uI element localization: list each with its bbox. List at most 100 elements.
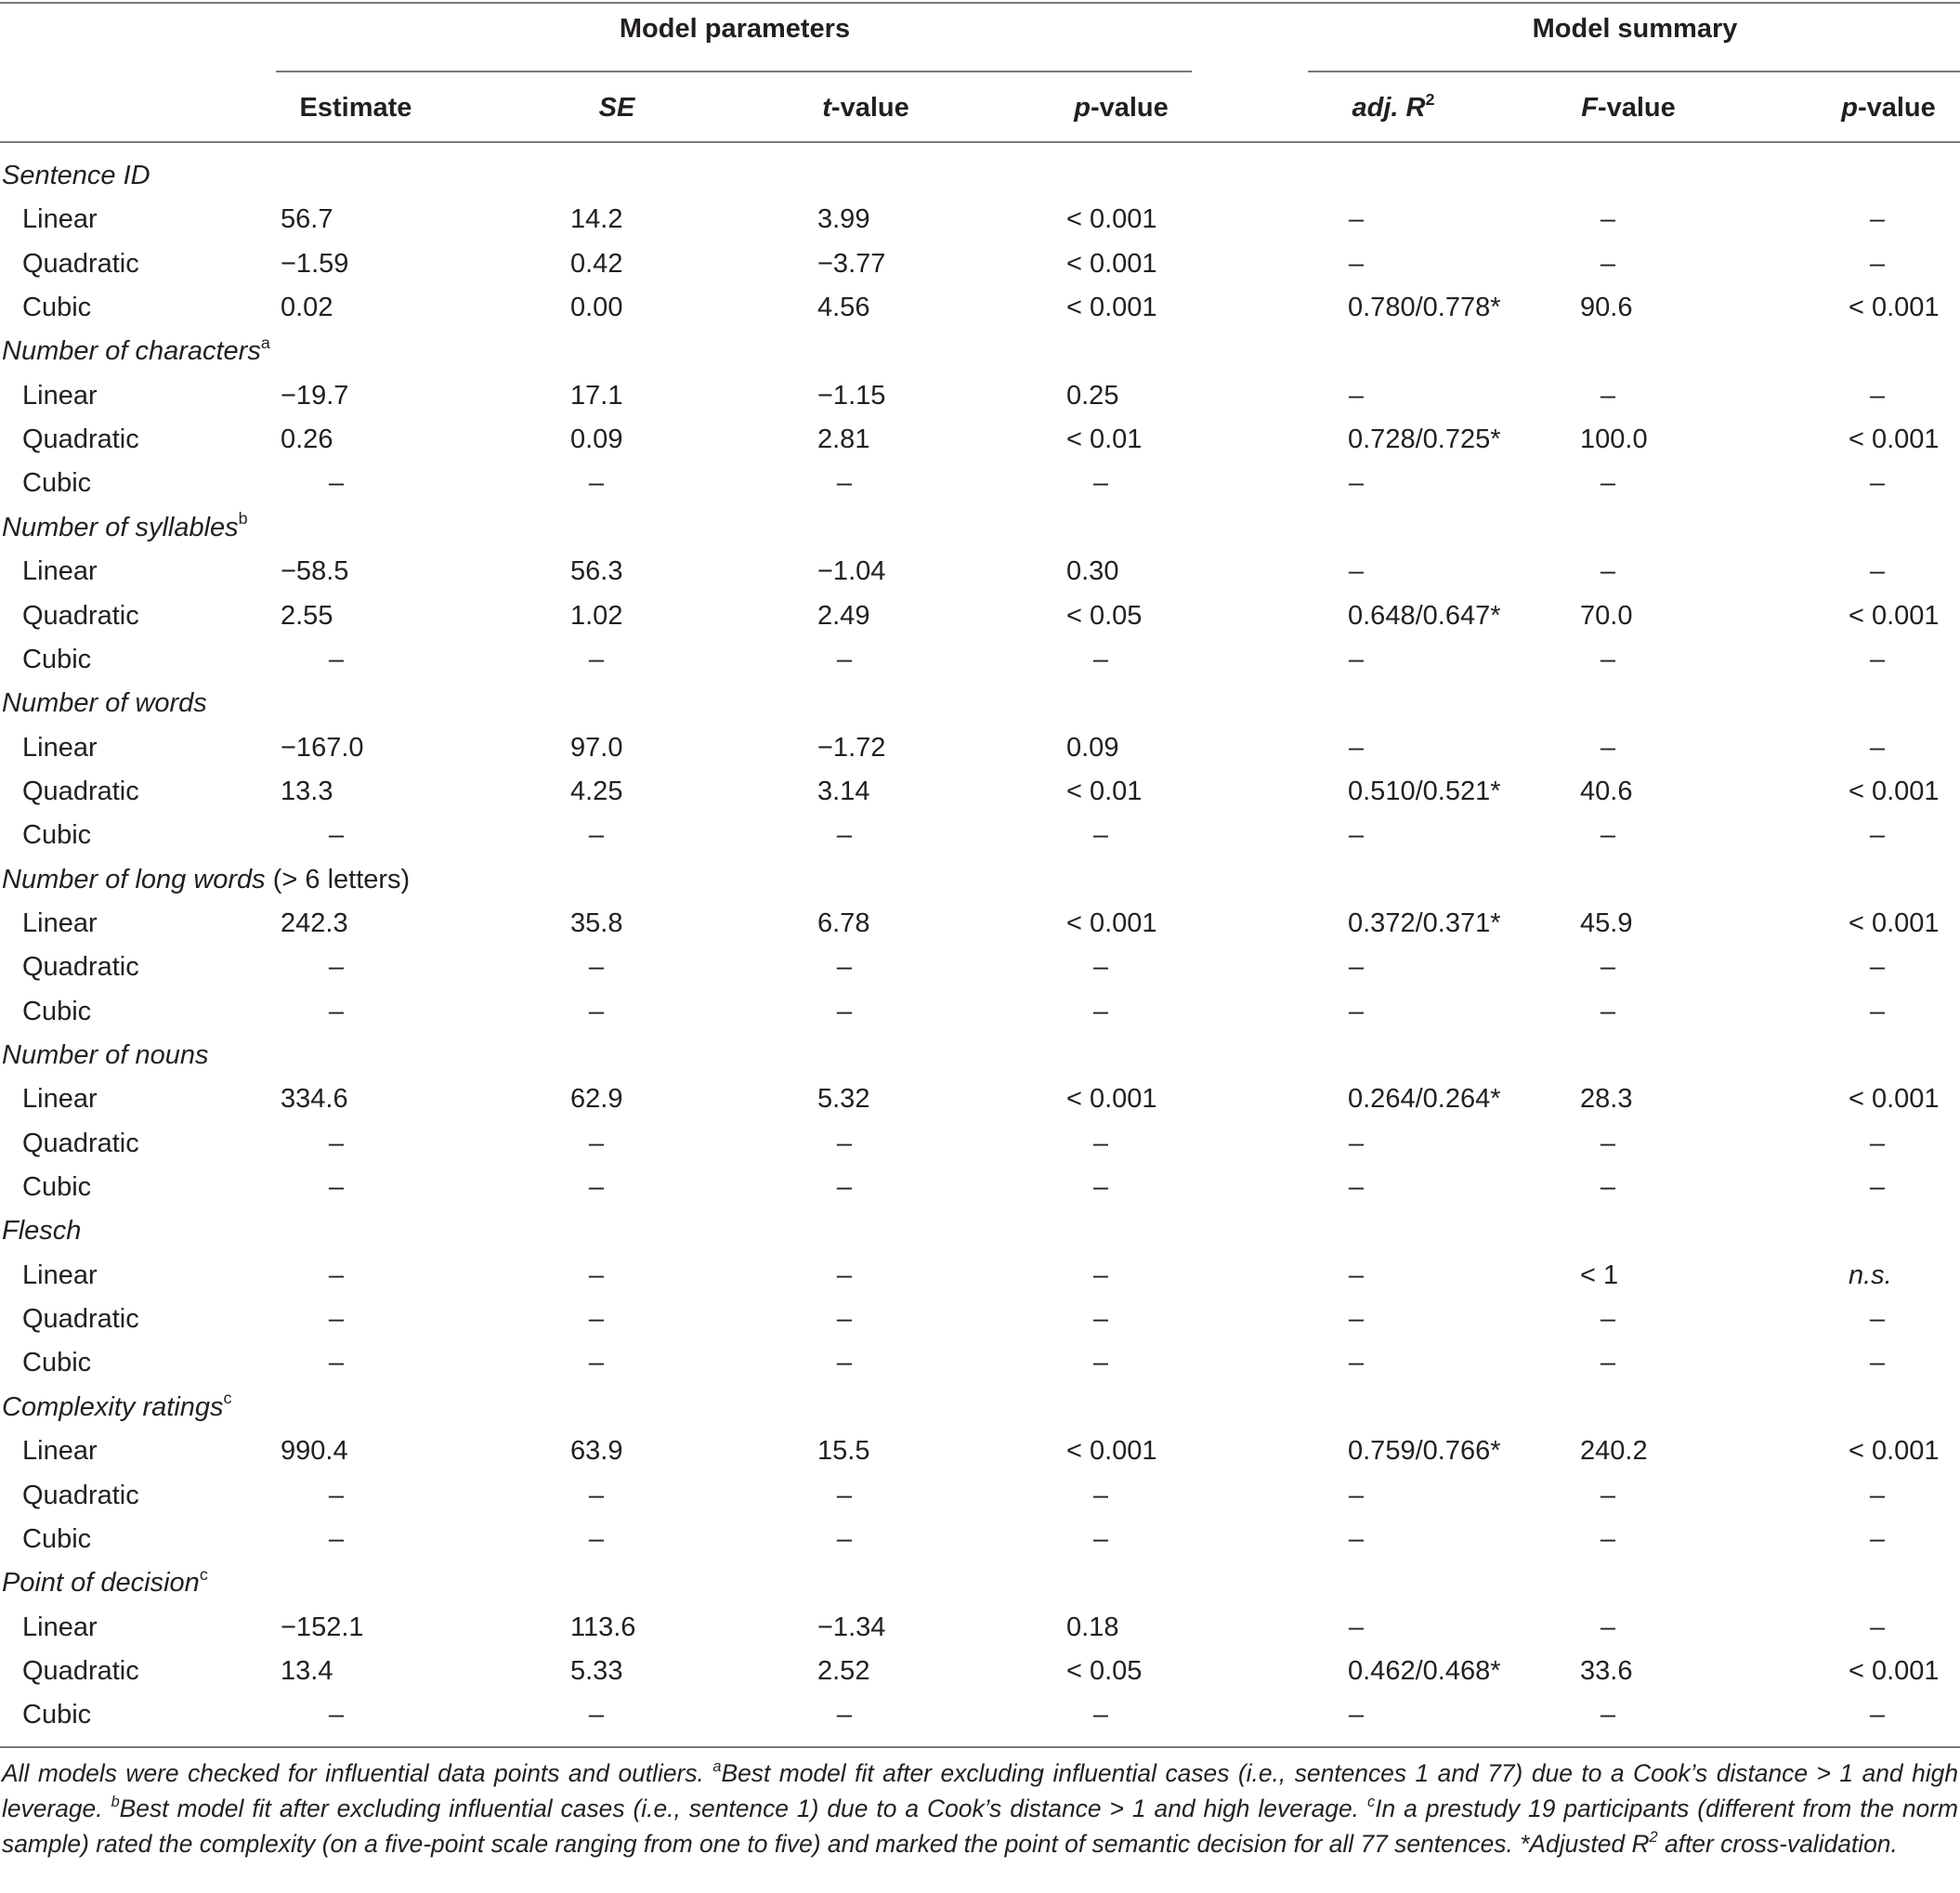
group-label: Point of decisionc: [2, 1566, 208, 1599]
cell-se: –: [588, 1304, 605, 1335]
cell-estimate: 13.4: [281, 1655, 333, 1686]
cell-summary-p-value: –: [1869, 1304, 1886, 1335]
cell-t-value: 2.49: [817, 600, 870, 631]
cell-se: 1.02: [570, 600, 623, 631]
cell-t-value: 15.5: [817, 1436, 870, 1467]
cell-se: 0.09: [570, 424, 623, 455]
column-header-f-value: F-value: [1581, 93, 1676, 123]
cell-se: 35.8: [570, 907, 623, 938]
row-term: Cubic: [22, 1172, 92, 1203]
cell-summary-p-value: –: [1869, 1128, 1886, 1158]
cell-adj-r2: 0.728/0.725*: [1348, 424, 1501, 455]
cell-summary-p-value: –: [1869, 1480, 1886, 1510]
row-term: Cubic: [22, 1700, 92, 1730]
group-label: Number of nouns: [2, 1039, 208, 1071]
group-label-text: Number of words: [2, 688, 207, 719]
cell-adj-r2: –: [1348, 996, 1365, 1026]
cell-summary-p-value: –: [1869, 644, 1886, 674]
cell-f-value: –: [1600, 468, 1616, 499]
group-label-text: Number of syllables: [2, 512, 239, 542]
group-label-text: Point of decision: [2, 1568, 200, 1599]
cell-p-value: < 0.001: [1066, 293, 1157, 323]
column-header-italic: p: [1074, 93, 1091, 123]
cell-f-value: 45.9: [1580, 907, 1633, 938]
cell-p-value: –: [1092, 1348, 1109, 1378]
cell-f-value: –: [1600, 952, 1616, 983]
column-header-adj-r2: adj. R2: [1352, 89, 1435, 124]
cell-f-value: 90.6: [1580, 293, 1633, 323]
cell-estimate: –: [328, 1260, 345, 1290]
cell-p-value: < 0.001: [1066, 907, 1157, 938]
cell-estimate: −167.0: [281, 732, 364, 763]
row-term: Linear: [22, 907, 98, 938]
footnote-marker: b: [238, 509, 248, 529]
cell-se: 63.9: [570, 1436, 623, 1467]
cell-estimate: –: [328, 1480, 345, 1510]
cell-estimate: 2.55: [281, 600, 333, 631]
group-label-text: Complexity ratings: [2, 1391, 224, 1422]
cell-p-value: 0.18: [1066, 1612, 1119, 1642]
footnote-marker: a: [712, 1757, 722, 1775]
group-label-text: Sentence ID: [2, 161, 150, 190]
cell-f-value: 40.6: [1580, 776, 1633, 806]
cell-summary-p-value: –: [1869, 1700, 1886, 1730]
cell-summary-p-value: –: [1869, 468, 1886, 499]
cell-summary-p-value: –: [1869, 204, 1886, 235]
row-term: Cubic: [22, 1348, 92, 1378]
cell-summary-p-value: n.s.: [1849, 1260, 1892, 1290]
column-header-italic: F: [1581, 93, 1598, 123]
cell-f-value: –: [1600, 820, 1616, 851]
cell-adj-r2: –: [1348, 1172, 1365, 1203]
cell-p-value: –: [1092, 1523, 1109, 1554]
cell-summary-p-value: –: [1869, 556, 1886, 587]
cell-t-value: −3.77: [817, 248, 886, 279]
row-term: Quadratic: [22, 248, 139, 279]
column-header-summary-p-value: p-value: [1841, 93, 1936, 123]
cell-estimate: –: [328, 468, 345, 499]
cell-adj-r2: –: [1348, 1480, 1365, 1510]
row-term: Cubic: [22, 1523, 92, 1554]
row-term: Cubic: [22, 468, 92, 499]
cell-f-value: 33.6: [1580, 1655, 1633, 1686]
group-label: Number of long words (> 6 letters): [2, 864, 411, 894]
column-header-se: SE: [599, 92, 635, 124]
cell-estimate: −58.5: [281, 556, 349, 587]
cell-t-value: –: [836, 820, 853, 851]
cell-estimate: 0.02: [281, 293, 333, 323]
cell-p-value: < 0.05: [1066, 1655, 1143, 1686]
cell-estimate: 13.3: [281, 776, 333, 806]
cell-adj-r2: –: [1348, 1700, 1365, 1730]
cell-summary-p-value: –: [1869, 996, 1886, 1026]
group-label: Number of words: [2, 687, 207, 719]
cell-adj-r2: 0.648/0.647*: [1348, 600, 1501, 631]
footnote-marker: c: [223, 1389, 232, 1408]
cell-se: –: [588, 1700, 605, 1730]
cell-summary-p-value: < 0.001: [1849, 1436, 1940, 1467]
superscript: 2: [1425, 89, 1435, 109]
row-term: Quadratic: [22, 952, 139, 983]
cell-p-value: –: [1092, 996, 1109, 1026]
cell-p-value: 0.30: [1066, 556, 1119, 587]
group-label: Complexity ratingsc: [2, 1389, 232, 1423]
cell-se: –: [588, 1128, 605, 1158]
cell-summary-p-value: –: [1869, 1523, 1886, 1554]
row-term: Linear: [22, 1436, 98, 1467]
cell-t-value: –: [836, 1260, 853, 1290]
cell-p-value: –: [1092, 1172, 1109, 1203]
cell-f-value: < 1: [1580, 1260, 1619, 1290]
cell-se: –: [588, 952, 605, 983]
cell-t-value: 4.56: [817, 293, 870, 323]
footnote-marker: c: [1366, 1793, 1376, 1810]
column-header-italic: SE: [598, 93, 635, 123]
cell-se: –: [588, 1348, 605, 1378]
cell-p-value: –: [1092, 644, 1109, 674]
row-term: Quadratic: [22, 1655, 139, 1686]
cell-summary-p-value: < 0.001: [1849, 1655, 1940, 1686]
cell-p-value: –: [1092, 1304, 1109, 1335]
cell-f-value: –: [1600, 996, 1616, 1026]
cell-summary-p-value: < 0.001: [1849, 424, 1940, 455]
row-term: Linear: [22, 204, 98, 235]
cell-adj-r2: –: [1348, 1128, 1365, 1158]
cell-estimate: –: [328, 1348, 345, 1378]
